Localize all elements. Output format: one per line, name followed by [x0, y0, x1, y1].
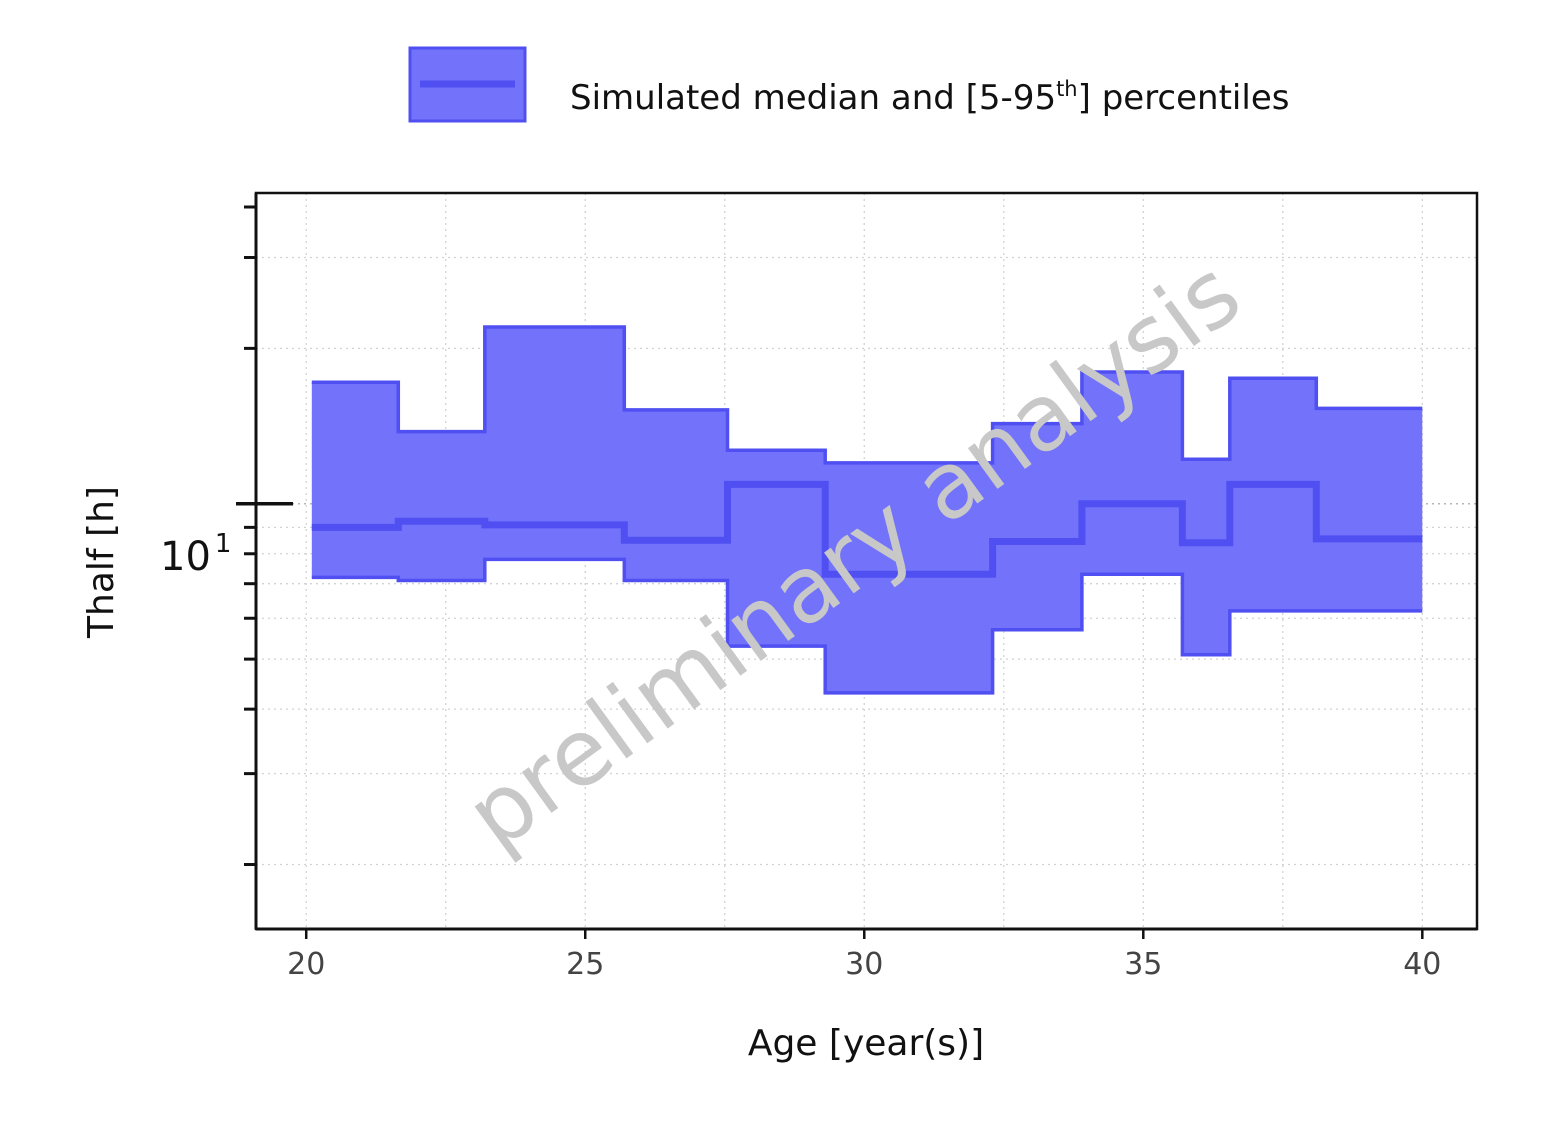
y-ticks: [236, 205, 293, 867]
median-line: [311, 480, 1423, 578]
p95-line: [311, 325, 1423, 465]
legend-label: Simulated median and [5-95th] percentile…: [570, 77, 1289, 118]
x-tick-label: 35: [1124, 947, 1162, 982]
legend-label-superscript: th: [1056, 77, 1078, 101]
x-tick-label: 20: [287, 947, 325, 982]
series-layer: [311, 325, 1423, 695]
x-tick-label: 25: [566, 947, 604, 982]
percentile-band: [311, 327, 1423, 693]
x-axis-title: Age [year(s)]: [748, 1023, 984, 1064]
p5-line: [311, 557, 1423, 695]
y-tick-label-10: 10 1: [160, 529, 231, 580]
x-tick-label: 30: [845, 947, 883, 982]
x-ticks: 20 25 30 35 40: [287, 929, 1441, 982]
legend: Simulated median and [5-95th] percentile…: [408, 46, 1289, 123]
y-axis-title: Thalf [h]: [81, 486, 122, 639]
plot-area: preliminary analysis 20 25 30 35 40: [236, 191, 1479, 982]
y-tick-label-exponent: 1: [215, 529, 232, 559]
x-tick-label: 40: [1403, 947, 1441, 982]
